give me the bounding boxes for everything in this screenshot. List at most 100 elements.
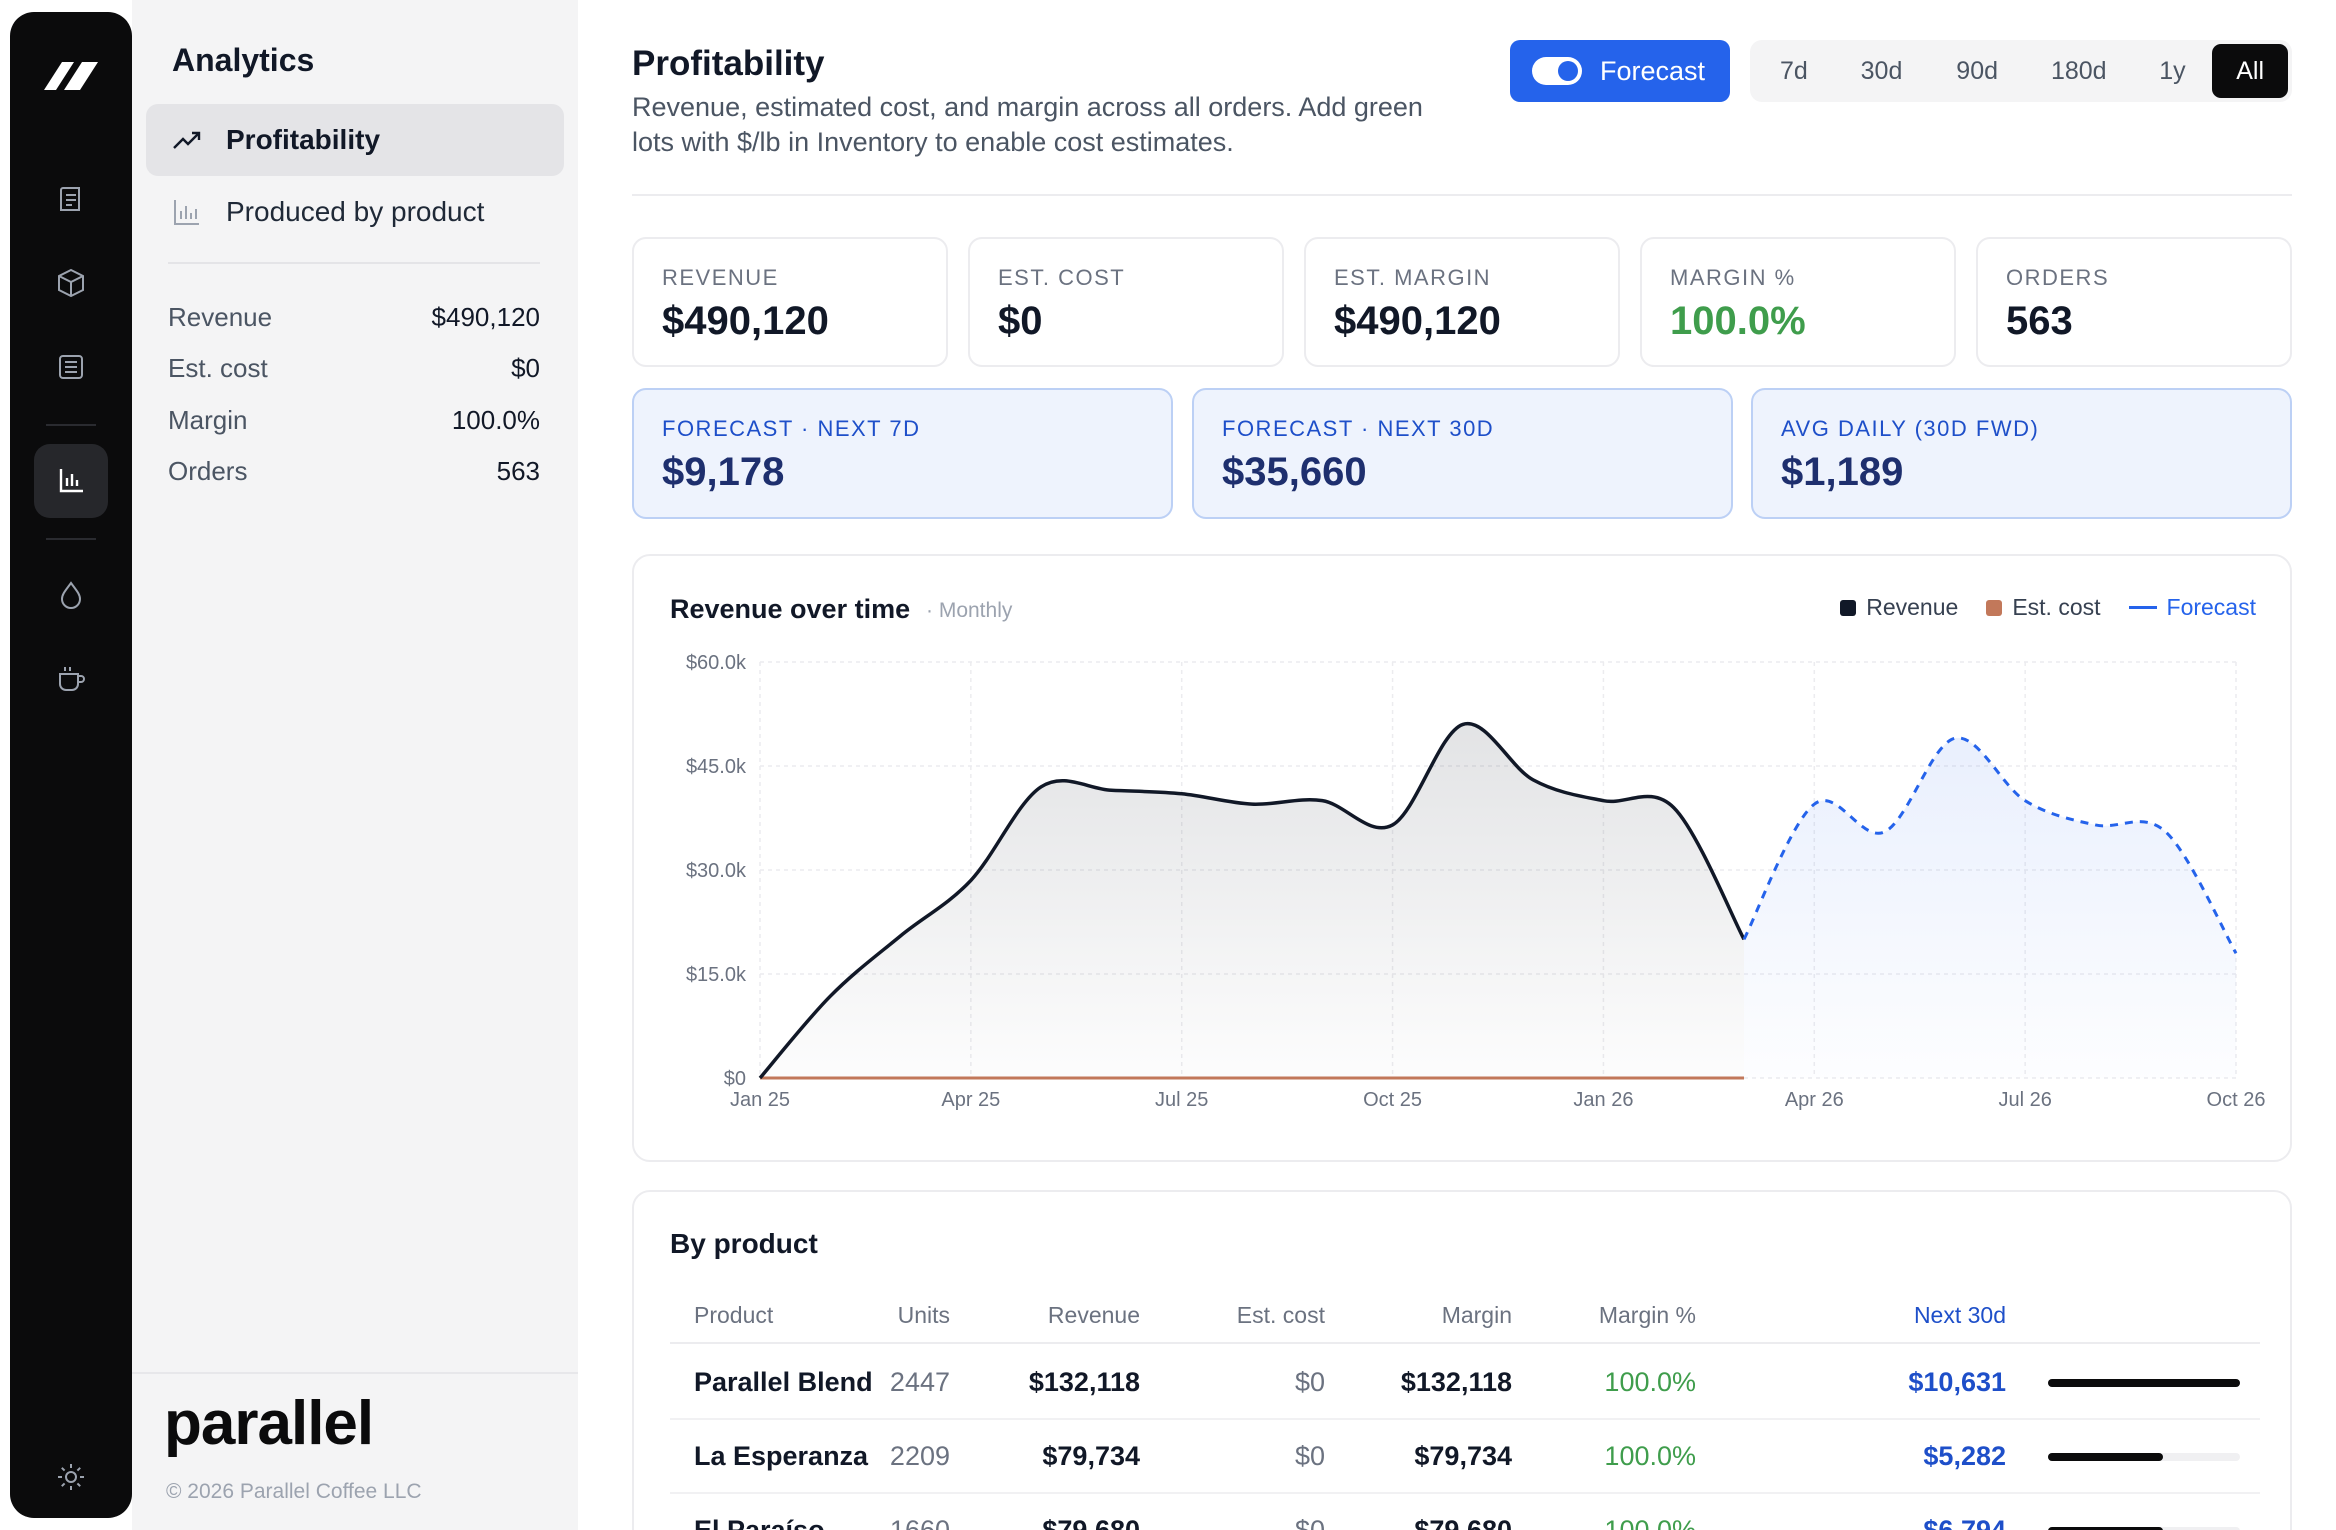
cell-next-30d: $10,631	[1908, 1367, 2006, 1397]
sidebar-stat-revenue: Revenue $490,120	[168, 302, 540, 333]
settings-gear-icon[interactable]	[34, 1440, 108, 1514]
icon-rail	[10, 12, 132, 1518]
legend-revenue: Revenue	[1840, 594, 1958, 621]
cell-margin-pct: 100.0%	[1604, 1367, 1696, 1397]
x-tick-label: Jul 25	[1155, 1089, 1208, 1111]
cell-est-cost: $0	[1294, 1367, 1325, 1397]
col-next-30d[interactable]: Next 30d	[1913, 1302, 2006, 1328]
stat-label: Revenue	[168, 302, 273, 332]
cell-revenue: $79,680	[1042, 1515, 1140, 1530]
revenue-chart: $0 $15.0k $30.0k $45.0k $60.0k Jan 25 Apr 25 Ju…	[686, 652, 2266, 1111]
legend-est-cost: Est. cost	[1986, 594, 2101, 621]
range-7d[interactable]: 7d	[1779, 56, 1808, 85]
range-all[interactable]: All	[2212, 44, 2288, 98]
cell-margin: $132,118	[1400, 1367, 1512, 1397]
sidebar-item-profitability[interactable]: Profitability	[146, 104, 564, 176]
range-30d[interactable]: 30d	[1860, 56, 1903, 85]
forecast-toggle[interactable]: Forecast	[1510, 40, 1730, 102]
cell-units: 2447	[889, 1367, 950, 1397]
legend-forecast: Forecast	[2128, 594, 2256, 621]
kpi-label: EST. COST	[998, 265, 1126, 290]
orders-icon[interactable]	[34, 162, 108, 236]
x-tick-label: Oct 26	[2207, 1089, 2266, 1111]
sidebar-item-produced-by-product[interactable]: Produced by product	[146, 176, 564, 248]
col-product[interactable]: Product	[694, 1302, 774, 1328]
col-margin[interactable]: Margin	[1441, 1302, 1512, 1328]
kpi-label: EST. MARGIN	[1334, 265, 1492, 290]
table-row[interactable]: El Paraíso 1660 $79,680 $0 $79,680 100.0…	[670, 1494, 2260, 1530]
stat-value: 100.0%	[451, 405, 540, 435]
range-1y[interactable]: 1y	[2159, 56, 2186, 85]
kpi-est-cost: EST. COST $0	[968, 237, 1284, 367]
y-tick-label: $45.0k	[686, 756, 747, 778]
table-header: Product Units Revenue Est. cost Margin M…	[670, 1292, 2260, 1344]
x-tick-label: Apr 25	[941, 1089, 1000, 1111]
cell-margin-pct: 100.0%	[1604, 1515, 1696, 1530]
cell-est-cost: $0	[1294, 1441, 1325, 1471]
kpi-label: REVENUE	[662, 265, 779, 290]
cell-next-30d: $5,282	[1923, 1441, 2006, 1471]
forecast-card-label: AVG DAILY (30D FWD)	[1781, 416, 2040, 441]
rail-divider	[46, 538, 96, 540]
cell-units: 1660	[889, 1515, 950, 1530]
kpi-label: MARGIN %	[1670, 265, 1796, 290]
revenue-line	[758, 721, 1746, 1080]
forecast-card-label: FORECAST · NEXT 7D	[662, 416, 921, 441]
col-revenue[interactable]: Revenue	[1047, 1302, 1140, 1328]
sidebar-divider	[168, 262, 540, 264]
sidebar-stat-orders: Orders 563	[168, 456, 540, 487]
coffee-cup-icon[interactable]	[34, 642, 108, 716]
col-est-cost[interactable]: Est. cost	[1236, 1302, 1325, 1328]
header-divider	[632, 194, 2292, 196]
page-subtitle: Revenue, estimated cost, and margin acro…	[632, 92, 1423, 157]
cell-product: Parallel Blend	[694, 1367, 873, 1397]
x-tick-label: Jul 26	[1998, 1089, 2051, 1111]
chart-title: Revenue over time	[670, 594, 911, 624]
range-90d[interactable]: 90d	[1956, 56, 1999, 85]
share-bar	[2048, 1453, 2240, 1461]
x-tick-label: Jan 26	[1573, 1089, 1633, 1111]
table-title: By product	[670, 1228, 818, 1259]
range-180d[interactable]: 180d	[2050, 56, 2107, 85]
col-units[interactable]: Units	[897, 1302, 950, 1328]
kpi-margin-pct: MARGIN % 100.0%	[1640, 237, 1956, 367]
inventory-box-icon[interactable]	[34, 246, 108, 320]
col-margin-pct[interactable]: Margin %	[1598, 1302, 1696, 1328]
forecast-area	[1744, 737, 2236, 1078]
forecast-card-value: $9,178	[662, 450, 785, 494]
forecast-card-value: $1,189	[1781, 450, 1904, 494]
page-title: Profitability	[632, 44, 825, 83]
table-row[interactable]: Parallel Blend 2447 $132,118 $0 $132,118…	[670, 1346, 2260, 1420]
kpi-est-margin: EST. MARGIN $490,120	[1304, 237, 1620, 367]
share-bar	[2048, 1527, 2240, 1530]
cell-product: El Paraíso	[694, 1515, 825, 1530]
roast-drop-icon[interactable]	[34, 558, 108, 632]
chart-subtitle: · Monthly	[926, 599, 1013, 622]
cell-margin: $79,680	[1414, 1515, 1512, 1530]
cell-product: La Esperanza	[694, 1441, 869, 1471]
forecast-card-30d: FORECAST · NEXT 30D $35,660	[1192, 388, 1733, 519]
copyright: © 2026 Parallel Coffee LLC	[166, 1480, 422, 1503]
range-selector: 7d 30d 90d 180d 1y All	[1750, 40, 2292, 102]
ledger-icon[interactable]	[34, 330, 108, 404]
x-tick-label: Apr 26	[1785, 1089, 1844, 1111]
stat-label: Orders	[168, 456, 248, 486]
forecast-toggle-label: Forecast	[1600, 55, 1706, 86]
table-row[interactable]: La Esperanza 2209 $79,734 $0 $79,734 100…	[670, 1420, 2260, 1494]
revenue-area	[760, 723, 1744, 1078]
cell-units: 2209	[889, 1441, 950, 1471]
y-tick-label: $15.0k	[686, 964, 747, 986]
sidebar-title: Analytics	[172, 42, 315, 78]
cell-est-cost: $0	[1294, 1515, 1325, 1530]
forecast-card-value: $35,660	[1222, 450, 1367, 494]
stat-label: Margin	[168, 405, 248, 435]
sidebar-stat-est-cost: Est. cost $0	[168, 353, 540, 384]
x-tick-label: Jan 25	[730, 1089, 790, 1111]
kpi-value: 100.0%	[1670, 299, 1806, 343]
kpi-label: ORDERS	[2006, 265, 2110, 290]
rail-divider	[46, 424, 96, 426]
analytics-chart-icon[interactable]	[34, 444, 108, 518]
revenue-chart-card: Revenue over time · Monthly Revenue Est.…	[632, 554, 2292, 1162]
forecast-card-7d: FORECAST · NEXT 7D $9,178	[632, 388, 1173, 519]
logo-icon[interactable]	[40, 50, 102, 100]
